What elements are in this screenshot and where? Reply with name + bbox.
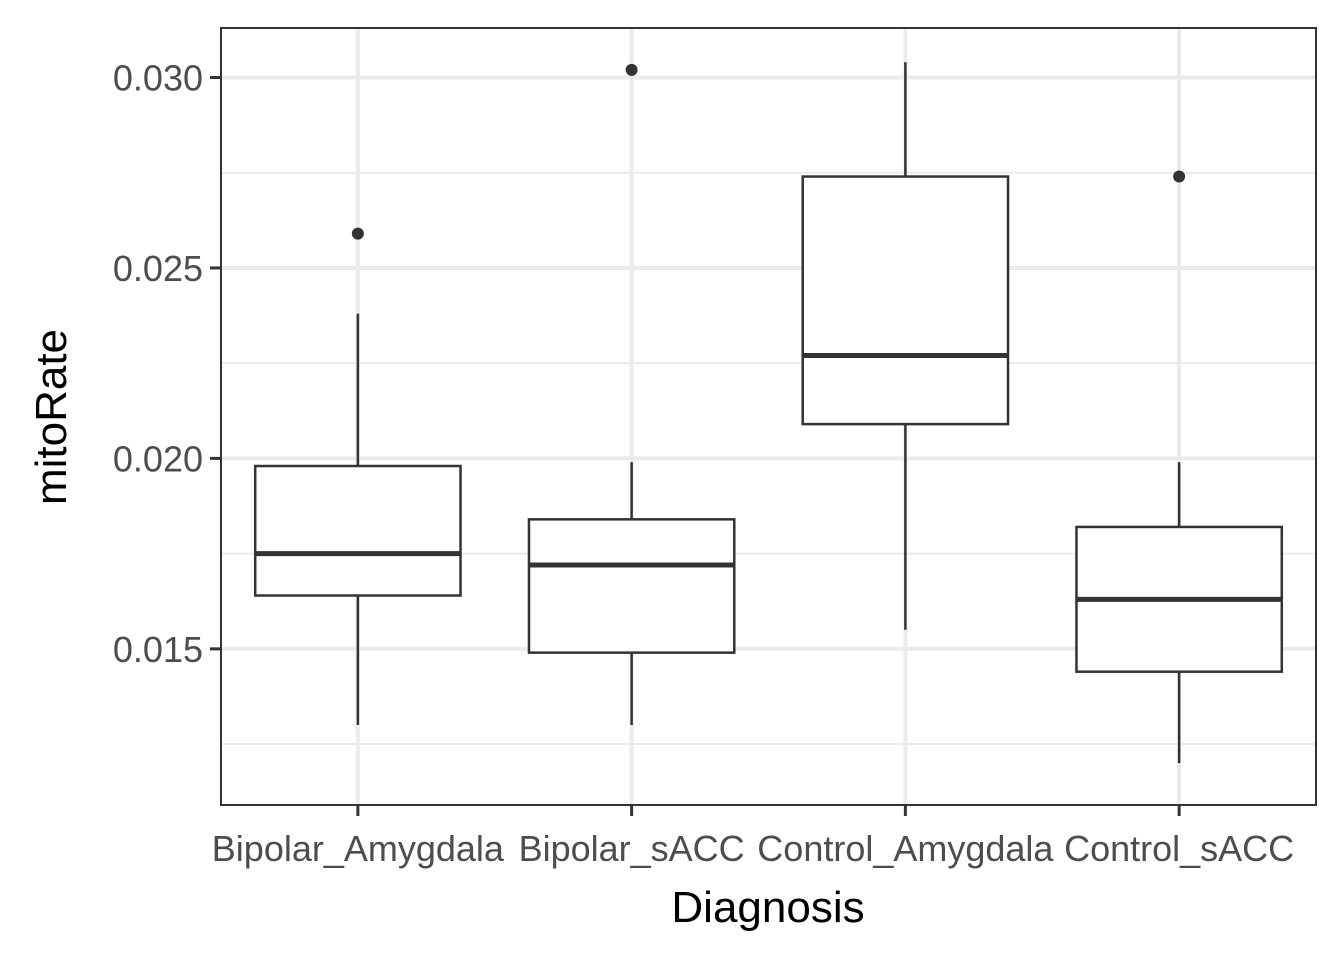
panel-border xyxy=(220,27,1317,806)
box-Bipolar_Amygdala xyxy=(253,227,462,726)
box-iqr xyxy=(527,518,736,654)
box-iqr xyxy=(801,175,1010,426)
x-axis-title: Diagnosis xyxy=(671,883,864,932)
outlier-point xyxy=(1173,170,1186,183)
box-iqr xyxy=(253,464,462,597)
x-tick-label: Control_Amygdala xyxy=(757,828,1054,869)
y-tick-label: 0.030 xyxy=(113,58,203,99)
box-Control_sACC xyxy=(1075,170,1284,764)
x-tick-label: Bipolar_Amygdala xyxy=(212,828,505,869)
x-tick-label: Control_sACC xyxy=(1064,828,1294,869)
y-tick-label: 0.025 xyxy=(113,248,203,289)
outlier-point xyxy=(625,63,638,76)
y-axis-title: mitoRate xyxy=(27,329,76,505)
outlier-point xyxy=(351,227,364,240)
y-tick-label: 0.015 xyxy=(113,629,203,670)
y-tick-label: 0.020 xyxy=(113,438,203,479)
box-Control_Amygdala xyxy=(801,62,1010,630)
boxes xyxy=(253,62,1284,764)
axes: 0.015 0.020 0.025 0.030 Bipolar_Amygdala Bipo… xyxy=(113,58,1294,869)
box-Bipolar_sACC xyxy=(527,63,736,726)
x-tick-label: Bipolar_sACC xyxy=(519,828,745,869)
